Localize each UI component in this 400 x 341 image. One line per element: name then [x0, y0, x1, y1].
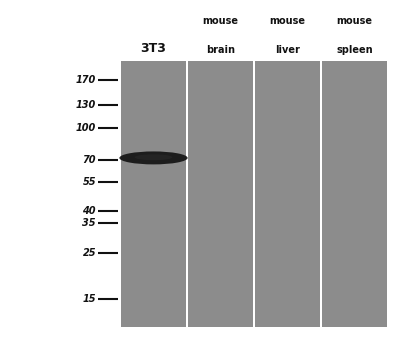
Text: spleen: spleen	[336, 45, 373, 55]
Text: brain: brain	[206, 45, 235, 55]
Text: 15: 15	[82, 294, 96, 305]
Text: 100: 100	[76, 123, 96, 133]
Text: 55: 55	[82, 177, 96, 187]
Text: mouse: mouse	[202, 16, 238, 26]
Text: 170: 170	[76, 75, 96, 86]
Bar	[322, 61, 387, 327]
Text: mouse: mouse	[270, 16, 306, 26]
Bar	[121, 61, 186, 327]
Text: 70: 70	[82, 155, 96, 165]
Text: 25: 25	[82, 248, 96, 258]
Text: 130: 130	[76, 100, 96, 109]
Ellipse shape	[135, 154, 172, 160]
Ellipse shape	[119, 151, 188, 164]
Bar	[255, 61, 320, 327]
Text: mouse: mouse	[336, 16, 372, 26]
Text: liver: liver	[275, 45, 300, 55]
Text: 3T3: 3T3	[140, 42, 166, 55]
Text: 40: 40	[82, 206, 96, 216]
Bar	[188, 61, 253, 327]
Text: 35: 35	[82, 218, 96, 228]
